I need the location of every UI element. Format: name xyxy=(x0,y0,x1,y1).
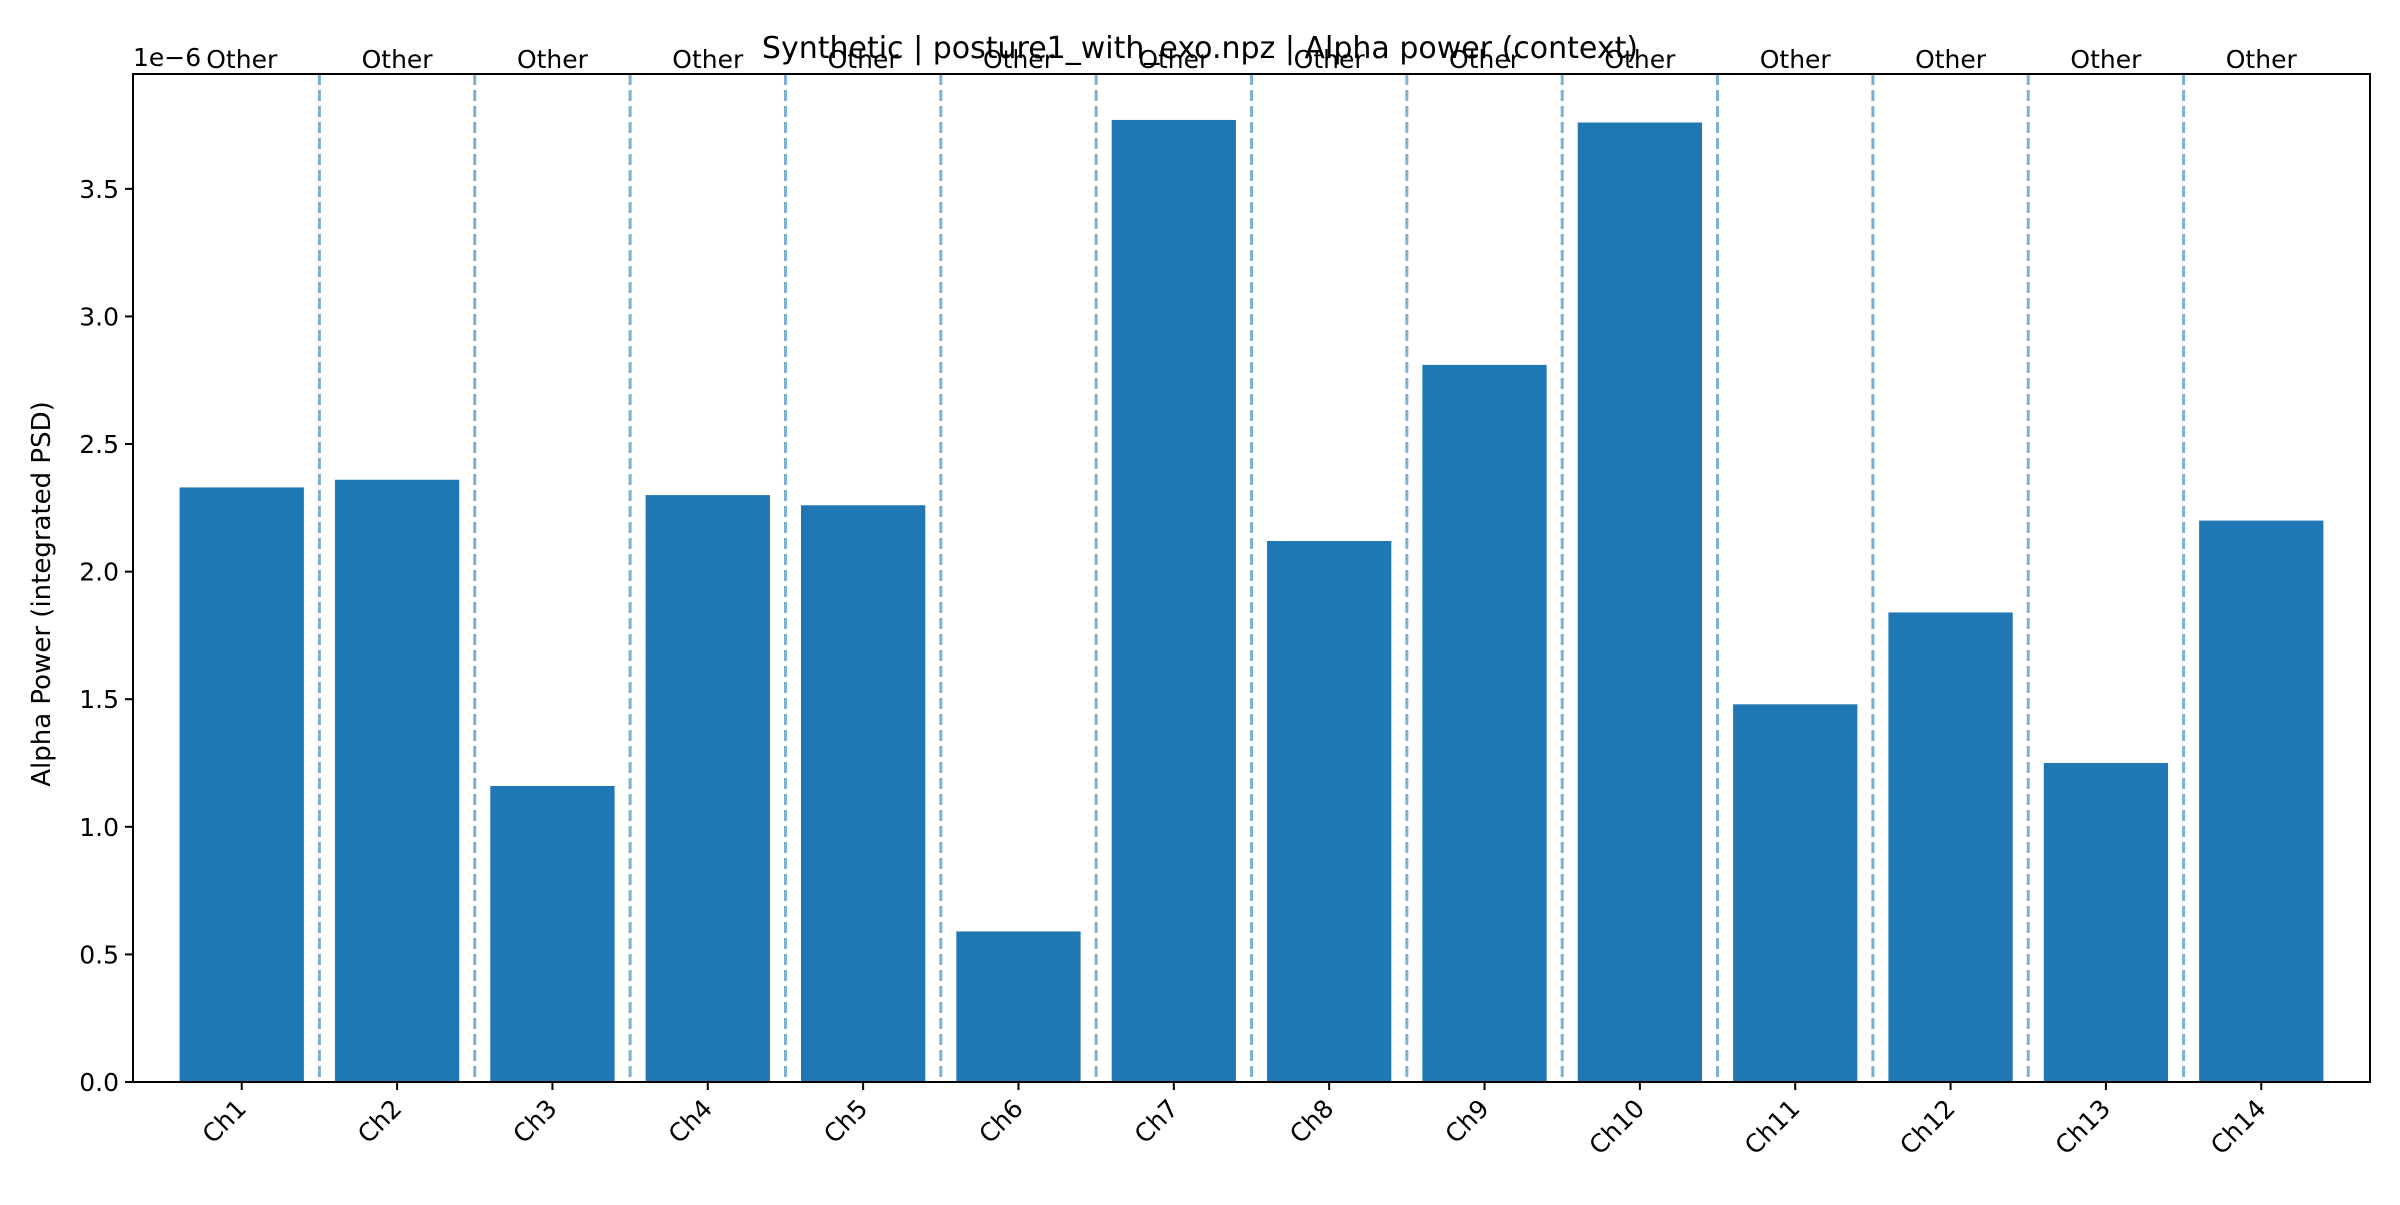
group-label: Other xyxy=(206,45,278,74)
x-tick-label: Ch1 xyxy=(197,1094,252,1149)
bar-ch7 xyxy=(1111,119,1236,1082)
bar-ch10 xyxy=(1577,122,1703,1082)
group-label: Other xyxy=(362,45,434,74)
bar-ch13 xyxy=(2043,763,2169,1082)
y-tick-label: 0.5 xyxy=(79,940,119,969)
y-tick-label: 2.0 xyxy=(79,558,119,587)
group-label: Other xyxy=(517,45,589,74)
bar-ch11 xyxy=(1733,704,1858,1082)
plot-frame xyxy=(132,73,2371,1083)
x-tick-label: Ch9 xyxy=(1439,1094,1494,1149)
x-tick-label: Ch12 xyxy=(1894,1094,1961,1161)
x-tick-label: Ch14 xyxy=(2205,1094,2272,1161)
y-tick-label: 1.5 xyxy=(79,685,119,714)
separator-lines xyxy=(317,74,2186,1082)
x-tick-label: Ch13 xyxy=(2050,1094,2117,1161)
group-label: Other xyxy=(1138,45,1210,74)
x-tick-label: Ch4 xyxy=(663,1094,718,1149)
x-tick-label: Ch10 xyxy=(1584,1094,1651,1161)
bar-ch4 xyxy=(645,495,770,1082)
x-axis: Ch1 Ch2 Ch3 Ch4 Ch5 Ch6 Ch7 Ch8 Ch9 Ch10 Ch11 Ch12 C… xyxy=(197,1082,2272,1161)
x-tick-label: Ch7 xyxy=(1129,1094,1184,1149)
bar-ch12 xyxy=(1888,612,2013,1082)
bar-ch3 xyxy=(490,785,615,1082)
y-tick-label: 1.0 xyxy=(79,813,119,842)
group-label: Other xyxy=(983,45,1055,74)
group-label: Other xyxy=(828,45,900,74)
group-label: Other xyxy=(1760,45,1832,74)
bar-ch14 xyxy=(2199,520,2324,1082)
y-tick-label: 0.0 xyxy=(79,1068,119,1097)
bar-ch6 xyxy=(956,931,1081,1082)
group-label: Other xyxy=(1449,45,1521,74)
group-label: Other xyxy=(1604,45,1676,74)
y-axis-label: Alpha Power (integrated PSD) xyxy=(27,401,57,787)
bar-ch8 xyxy=(1267,540,1392,1082)
y-axis: 0.0 0.5 1.0 1.5 2.0 2.5 3.0 3.5 xyxy=(79,175,133,1097)
group-label: Other xyxy=(2070,45,2142,74)
chart-title: Synthetic | posture1_with_exo.npz | Alph… xyxy=(762,31,1638,66)
group-label: Other xyxy=(1915,45,1987,74)
x-tick-label: Ch3 xyxy=(507,1094,562,1149)
x-tick-label: Ch11 xyxy=(1739,1094,1806,1161)
bar-ch2 xyxy=(334,479,460,1082)
group-label: Other xyxy=(672,45,744,74)
bar-ch5 xyxy=(800,505,926,1082)
y-tick-label: 3.5 xyxy=(79,175,119,204)
group-label: Other xyxy=(2226,45,2298,74)
y-tick-label: 2.5 xyxy=(79,430,119,459)
group-label: Other xyxy=(1294,45,1366,74)
x-tick-label: Ch8 xyxy=(1284,1094,1339,1149)
x-tick-label: Ch5 xyxy=(818,1094,873,1149)
y-axis-scale-label: 1e−6 xyxy=(133,43,201,72)
bar-ch9 xyxy=(1422,364,1547,1082)
bars-group xyxy=(179,119,2324,1082)
bar-ch1 xyxy=(179,487,304,1082)
group-labels: Other Other Other Other Other Other Other Other… xyxy=(206,45,2297,74)
x-tick-label: Ch2 xyxy=(352,1094,407,1149)
y-tick-label: 3.0 xyxy=(79,302,119,331)
x-tick-label: Ch6 xyxy=(973,1094,1028,1149)
